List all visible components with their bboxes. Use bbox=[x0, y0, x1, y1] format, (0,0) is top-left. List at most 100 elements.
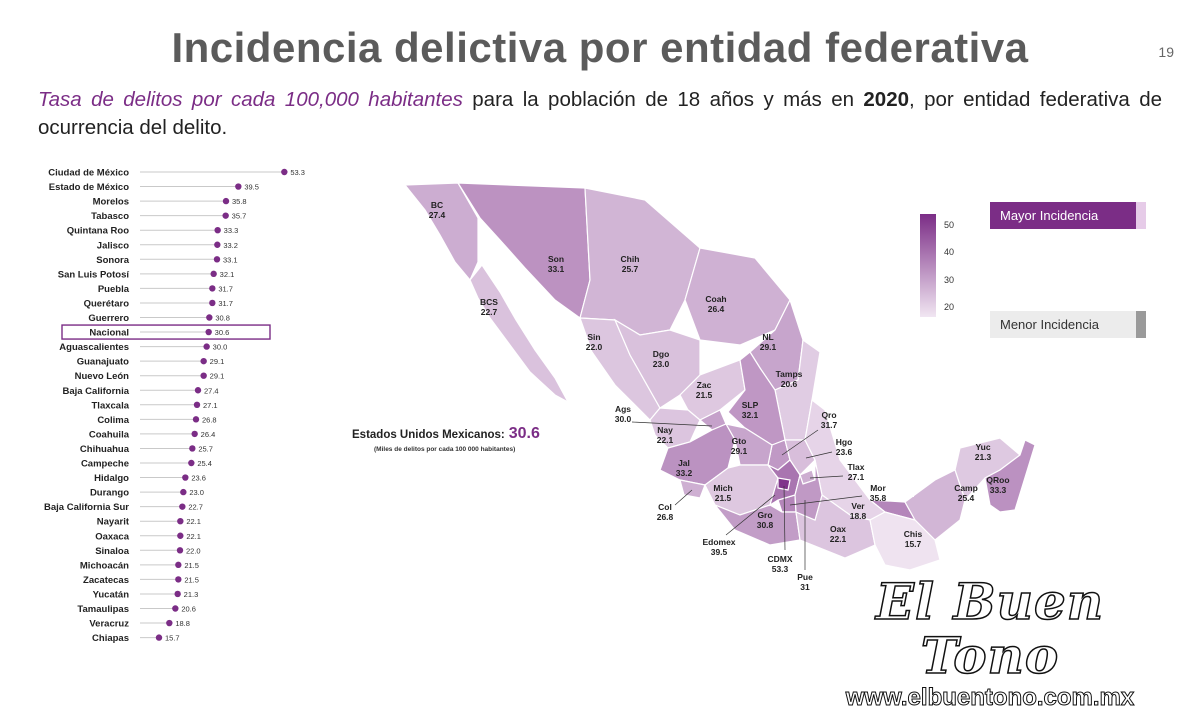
subtitle-part1: para la población de 18 años y más en bbox=[462, 88, 864, 111]
region-bcs bbox=[469, 263, 570, 404]
data-point bbox=[214, 227, 221, 234]
data-point bbox=[281, 168, 288, 176]
leader-line bbox=[674, 489, 693, 506]
leader-line bbox=[631, 421, 713, 427]
subtitle-part2: , por entidad federativa de ocurrencia d… bbox=[38, 88, 1162, 139]
category-label: Sonora bbox=[96, 255, 129, 266]
region-value-label: 30.8 bbox=[757, 520, 774, 530]
region-col bbox=[679, 479, 706, 499]
region-abbr-label: BCS bbox=[480, 297, 498, 307]
region-hgo bbox=[784, 439, 816, 476]
region-qroo bbox=[984, 439, 1036, 513]
value-label: 26.8 bbox=[202, 415, 217, 424]
region-qro bbox=[767, 439, 791, 471]
category-label: Coahuila bbox=[89, 429, 130, 440]
region-value-label: 26.4 bbox=[708, 304, 725, 314]
region-value-label: 29.1 bbox=[731, 446, 748, 456]
value-label: 39.5 bbox=[244, 183, 259, 192]
region-value-label: 31.7 bbox=[821, 420, 838, 430]
region-bc bbox=[403, 182, 479, 282]
region-value-label: 32.1 bbox=[742, 410, 759, 420]
region-value-label: 33.3 bbox=[990, 485, 1007, 495]
data-point bbox=[213, 256, 221, 263]
legend-high-label: Mayor Incidencia bbox=[990, 202, 1146, 229]
value-label: 20.6 bbox=[181, 605, 196, 614]
value-label: 25.7 bbox=[198, 444, 213, 453]
region-value-label: 33.2 bbox=[676, 468, 693, 478]
region-value-label: 30.0 bbox=[615, 414, 632, 424]
region-value-label: 22.1 bbox=[657, 435, 674, 445]
region-abbr-label: Ver bbox=[851, 501, 865, 511]
category-label: Veracruz bbox=[89, 619, 129, 630]
subtitle-highlight: Tasa de delitos por cada 100,000 habitan… bbox=[38, 88, 463, 111]
national-rate: Estados Unidos Mexicanos: 30.6 bbox=[352, 425, 540, 443]
value-label: 26.4 bbox=[201, 430, 216, 439]
region-gto bbox=[724, 423, 773, 466]
region-camp bbox=[904, 469, 966, 541]
category-label: Guerrero bbox=[88, 313, 129, 324]
data-point bbox=[175, 561, 182, 569]
legend-color-scale: 50 40 30 20 bbox=[920, 214, 954, 317]
region-abbr-label: Sin bbox=[587, 332, 600, 342]
data-point bbox=[203, 343, 210, 350]
category-label: Tabasco bbox=[91, 211, 129, 222]
data-point bbox=[191, 430, 198, 438]
data-point bbox=[166, 619, 173, 627]
region-abbr-label: BC bbox=[431, 200, 443, 210]
data-point bbox=[235, 183, 242, 190]
region-value-label: 20.6 bbox=[781, 379, 798, 389]
region-value-label: 22.0 bbox=[586, 342, 603, 352]
category-label: Oaxaca bbox=[95, 531, 130, 542]
category-label: Nuevo León bbox=[75, 371, 130, 382]
region-value-label: 39.5 bbox=[711, 547, 728, 557]
value-label: 27.1 bbox=[203, 401, 218, 410]
data-point bbox=[188, 459, 195, 467]
region-abbr-label: Jal bbox=[678, 458, 690, 468]
watermark: El Buen Tono www.elbuentono.com.mx bbox=[800, 574, 1180, 713]
region-abbr-label: Tlax bbox=[847, 462, 864, 472]
value-label: 31.7 bbox=[218, 284, 233, 293]
data-point bbox=[192, 416, 200, 423]
region-value-label: 27.4 bbox=[429, 210, 446, 220]
category-label: Nacional bbox=[89, 328, 129, 339]
value-label: 35.8 bbox=[232, 197, 247, 206]
region-value-label: 22.1 bbox=[830, 534, 847, 544]
region-value-label: 22.7 bbox=[481, 307, 498, 317]
value-label: 31.7 bbox=[218, 299, 233, 308]
data-point bbox=[194, 387, 202, 394]
region-value-label: 18.8 bbox=[850, 511, 867, 521]
region-ags bbox=[698, 409, 727, 431]
legend-tick: 50 bbox=[944, 220, 954, 230]
region-jal bbox=[659, 423, 736, 486]
region-abbr-label: Son bbox=[548, 254, 564, 264]
category-label: Sinaloa bbox=[95, 546, 130, 557]
data-point bbox=[222, 212, 229, 219]
region-abbr-label: Nay bbox=[657, 425, 673, 435]
region-abbr-label: NL bbox=[762, 332, 773, 342]
region-value-label: 15.7 bbox=[905, 539, 922, 549]
legend-gradient bbox=[920, 214, 936, 317]
legend-low-label: Menor Incidencia bbox=[990, 311, 1146, 338]
region-abbr-label: Mor bbox=[870, 483, 886, 493]
value-label: 32.1 bbox=[220, 270, 235, 279]
category-label: Puebla bbox=[98, 284, 130, 295]
legend-tick: 40 bbox=[944, 247, 954, 257]
region-abbr-label: Ags bbox=[615, 404, 631, 414]
category-label: Baja California bbox=[62, 386, 129, 397]
category-label: Morelos bbox=[93, 197, 129, 208]
lollipop-chart: Ciudad de México 53.3 Estado de México 39.5… bbox=[44, 168, 305, 645]
value-label: 30.8 bbox=[215, 314, 230, 323]
national-label: Estados Unidos Mexicanos: bbox=[352, 429, 505, 441]
region-zac bbox=[679, 359, 746, 421]
leader-line bbox=[805, 451, 833, 459]
category-label: Quintana Roo bbox=[67, 226, 129, 237]
region-abbr-label: Chih bbox=[621, 254, 640, 264]
category-label: Campeche bbox=[81, 459, 129, 470]
region-abbr-label: Qro bbox=[821, 410, 836, 420]
region-abbr-label: Zac bbox=[697, 380, 712, 390]
region-mor bbox=[777, 494, 797, 513]
region-nl bbox=[749, 298, 804, 391]
region-ver bbox=[804, 398, 887, 521]
value-label: 33.1 bbox=[223, 255, 238, 264]
region-chih bbox=[579, 187, 701, 336]
